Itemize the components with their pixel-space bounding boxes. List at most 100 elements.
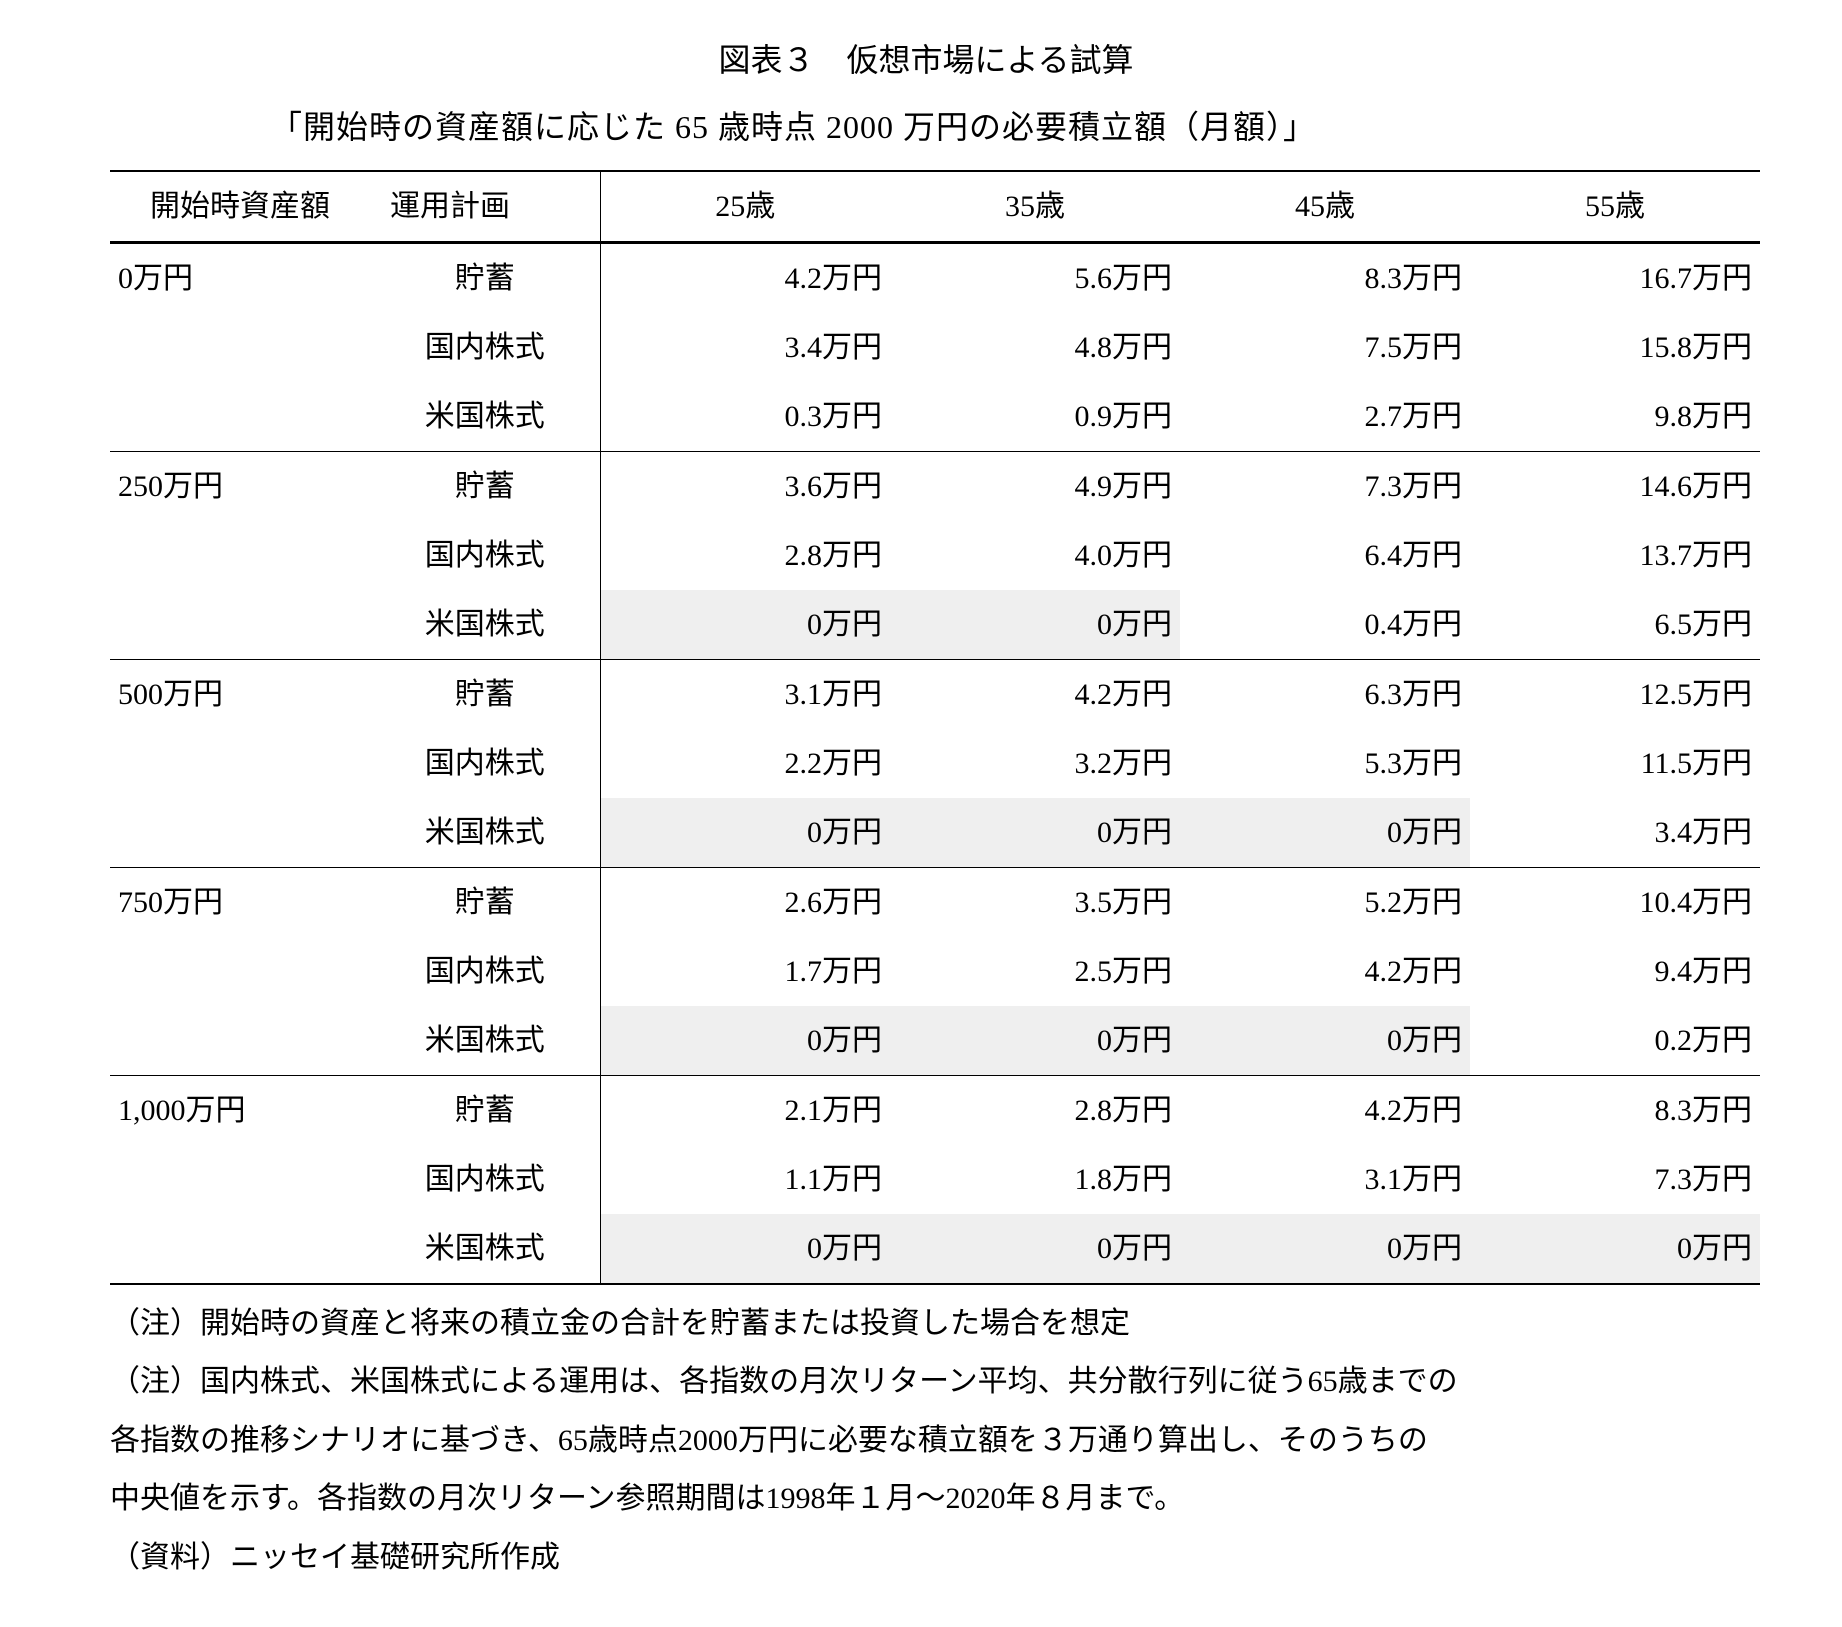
cell-asset xyxy=(110,590,370,660)
cell-value: 0万円 xyxy=(600,1006,890,1076)
cell-asset xyxy=(110,1145,370,1214)
cell-value: 1.8万円 xyxy=(890,1145,1180,1214)
cell-plan: 貯蓄 xyxy=(370,243,600,313)
table-row: 国内株式3.4万円4.8万円7.5万円15.8万円 xyxy=(110,313,1760,382)
cell-value: 0.3万円 xyxy=(600,382,890,452)
cell-value: 3.1万円 xyxy=(1180,1145,1470,1214)
cell-value: 5.2万円 xyxy=(1180,867,1470,937)
cell-plan: 貯蓄 xyxy=(370,451,600,521)
cell-value: 4.8万円 xyxy=(890,313,1180,382)
cell-value: 3.1万円 xyxy=(600,659,890,729)
table-row: 米国株式0万円0万円0万円3.4万円 xyxy=(110,798,1760,868)
cell-value: 4.2万円 xyxy=(1180,1075,1470,1145)
col-header-asset: 開始時資産額 xyxy=(110,171,370,242)
table-row: 1,000万円貯蓄2.1万円2.8万円4.2万円8.3万円 xyxy=(110,1075,1760,1145)
table-row: 0万円貯蓄4.2万円5.6万円8.3万円16.7万円 xyxy=(110,243,1760,313)
cell-value: 2.7万円 xyxy=(1180,382,1470,452)
cell-value: 8.3万円 xyxy=(1180,243,1470,313)
cell-value: 0万円 xyxy=(890,1006,1180,1076)
cell-value: 6.4万円 xyxy=(1180,521,1470,590)
cell-value: 1.1万円 xyxy=(600,1145,890,1214)
table-row: 750万円貯蓄2.6万円3.5万円5.2万円10.4万円 xyxy=(110,867,1760,937)
cell-value: 6.5万円 xyxy=(1470,590,1760,660)
footnote-line: 各指数の推移シナリオに基づき、65歳時点2000万円に必要な積立額を３万通り算出… xyxy=(110,1412,1742,1471)
cell-asset: 250万円 xyxy=(110,451,370,521)
cell-value: 4.2万円 xyxy=(600,243,890,313)
cell-value: 0万円 xyxy=(600,798,890,868)
cell-asset: 1,000万円 xyxy=(110,1075,370,1145)
cell-asset xyxy=(110,1006,370,1076)
col-header-age-55: 55歳 xyxy=(1470,171,1760,242)
cell-value: 4.2万円 xyxy=(1180,937,1470,1006)
col-header-age-25: 25歳 xyxy=(600,171,890,242)
cell-value: 4.9万円 xyxy=(890,451,1180,521)
table-row: 国内株式1.1万円1.8万円3.1万円7.3万円 xyxy=(110,1145,1760,1214)
cell-value: 12.5万円 xyxy=(1470,659,1760,729)
footnotes: （注）開始時の資産と将来の積立金の合計を貯蓄または投資した場合を想定 （注）国内… xyxy=(110,1295,1742,1588)
cell-value: 3.6万円 xyxy=(600,451,890,521)
cell-asset xyxy=(110,798,370,868)
cell-value: 7.3万円 xyxy=(1180,451,1470,521)
cell-value: 0.4万円 xyxy=(1180,590,1470,660)
cell-value: 0万円 xyxy=(890,1214,1180,1284)
cell-value: 0万円 xyxy=(1180,1214,1470,1284)
cell-plan: 米国株式 xyxy=(370,590,600,660)
cell-value: 2.2万円 xyxy=(600,729,890,798)
cell-asset xyxy=(110,729,370,798)
cell-value: 3.2万円 xyxy=(890,729,1180,798)
cell-value: 13.7万円 xyxy=(1470,521,1760,590)
cell-value: 2.6万円 xyxy=(600,867,890,937)
cell-value: 9.4万円 xyxy=(1470,937,1760,1006)
table-row: 国内株式2.2万円3.2万円5.3万円11.5万円 xyxy=(110,729,1760,798)
cell-asset xyxy=(110,937,370,1006)
cell-value: 2.8万円 xyxy=(890,1075,1180,1145)
cell-asset xyxy=(110,1214,370,1284)
cell-value: 4.0万円 xyxy=(890,521,1180,590)
cell-value: 2.1万円 xyxy=(600,1075,890,1145)
cell-value: 0万円 xyxy=(1180,798,1470,868)
cell-plan: 国内株式 xyxy=(370,1145,600,1214)
cell-value: 1.7万円 xyxy=(600,937,890,1006)
cell-value: 2.5万円 xyxy=(890,937,1180,1006)
cell-value: 9.8万円 xyxy=(1470,382,1760,452)
cell-value: 6.3万円 xyxy=(1180,659,1470,729)
cell-value: 2.8万円 xyxy=(600,521,890,590)
cell-value: 11.5万円 xyxy=(1470,729,1760,798)
cell-plan: 国内株式 xyxy=(370,521,600,590)
cell-asset: 0万円 xyxy=(110,243,370,313)
cell-value: 10.4万円 xyxy=(1470,867,1760,937)
cell-asset xyxy=(110,313,370,382)
cell-value: 0万円 xyxy=(600,590,890,660)
cell-value: 0万円 xyxy=(890,590,1180,660)
table-row: 国内株式2.8万円4.0万円6.4万円13.7万円 xyxy=(110,521,1760,590)
footnote-line: 中央値を示す。各指数の月次リターン参照期間は1998年１月～2020年８月まで。 xyxy=(110,1470,1742,1529)
cell-plan: 貯蓄 xyxy=(370,1075,600,1145)
table-row: 250万円貯蓄3.6万円4.9万円7.3万円14.6万円 xyxy=(110,451,1760,521)
cell-plan: 米国株式 xyxy=(370,382,600,452)
cell-value: 5.3万円 xyxy=(1180,729,1470,798)
table-row: 米国株式0.3万円0.9万円2.7万円9.8万円 xyxy=(110,382,1760,452)
col-header-plan: 運用計画 xyxy=(370,171,600,242)
cell-value: 0.9万円 xyxy=(890,382,1180,452)
table-row: 国内株式1.7万円2.5万円4.2万円9.4万円 xyxy=(110,937,1760,1006)
cell-plan: 国内株式 xyxy=(370,937,600,1006)
cell-value: 0万円 xyxy=(1470,1214,1760,1284)
footnote-line: （資料）ニッセイ基礎研究所作成 xyxy=(110,1529,1742,1588)
cell-value: 5.6万円 xyxy=(890,243,1180,313)
cell-value: 0万円 xyxy=(600,1214,890,1284)
footnote-line: （注）開始時の資産と将来の積立金の合計を貯蓄または投資した場合を想定 xyxy=(110,1295,1742,1354)
cell-value: 3.4万円 xyxy=(1470,798,1760,868)
figure-title: 図表３ 仮想市場による試算 xyxy=(110,30,1742,91)
cell-value: 15.8万円 xyxy=(1470,313,1760,382)
cell-plan: 米国株式 xyxy=(370,1214,600,1284)
cell-value: 3.5万円 xyxy=(890,867,1180,937)
cell-plan: 米国株式 xyxy=(370,1006,600,1076)
cell-asset xyxy=(110,382,370,452)
cell-asset xyxy=(110,521,370,590)
cell-value: 0.2万円 xyxy=(1470,1006,1760,1076)
cell-value: 16.7万円 xyxy=(1470,243,1760,313)
cell-plan: 貯蓄 xyxy=(370,659,600,729)
estimate-table: 開始時資産額 運用計画 25歳 35歳 45歳 55歳 0万円貯蓄4.2万円5.… xyxy=(110,170,1760,1285)
cell-value: 3.4万円 xyxy=(600,313,890,382)
cell-plan: 貯蓄 xyxy=(370,867,600,937)
